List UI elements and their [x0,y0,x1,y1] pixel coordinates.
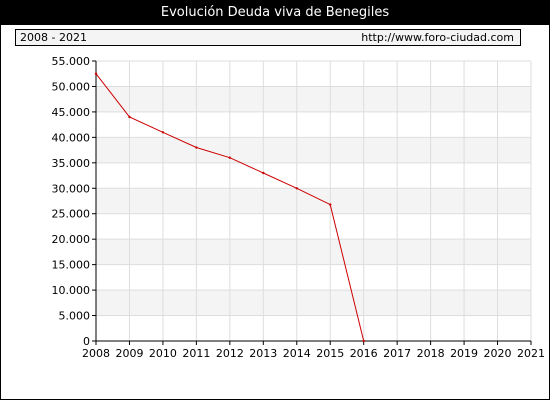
data-point [329,203,332,206]
axes [92,60,532,345]
y-tick-label: 40.000 [52,131,91,144]
background-bands [96,86,531,316]
data-point [195,146,198,149]
grid-band [96,239,531,265]
x-tick-label: 2008 [82,347,110,360]
x-tick-label: 2010 [149,347,177,360]
data-point [161,131,165,134]
y-tick-label: 15.000 [52,259,91,272]
y-tick-label: 25.000 [52,208,91,221]
x-tick-label: 2014 [283,347,311,360]
x-tick-label: 2013 [249,347,277,360]
x-tick-label: 2017 [383,347,411,360]
y-tick-label: 10.000 [52,284,91,297]
data-point [295,187,298,190]
y-tick-label: 5.000 [59,310,91,323]
x-tick-label: 2021 [517,347,545,360]
x-tick-label: 2012 [216,347,244,360]
data-point [262,171,265,175]
series-layer [94,72,365,343]
data-point [362,339,365,343]
y-tick-label: 45.000 [52,106,91,119]
y-tick-label: 0 [83,335,90,348]
y-tick-label: 30.000 [52,182,91,195]
x-tick-label: 2009 [115,347,143,360]
source-link[interactable]: http://www.foro-ciudad.com [361,31,514,44]
info-box: 2008 - 2021 http://www.foro-ciudad.com [15,29,521,46]
grid-band [96,86,531,112]
x-tick-label: 2016 [350,347,378,360]
y-tick-label: 35.000 [52,157,91,170]
x-tick-label: 2018 [417,347,445,360]
x-tick-label: 2011 [182,347,210,360]
y-tick-label: 20.000 [52,233,91,246]
grid-band [96,290,531,316]
y-tick-label: 50.000 [52,80,91,93]
y-tick-label: 55.000 [52,55,91,68]
x-axis-tick-labels: 2008 2009 2010 2011 2012 2013 2014 2015 2016 2017… [82,347,545,360]
x-tick-label: 2020 [484,347,512,360]
grid-band [96,188,531,214]
data-point [228,156,232,159]
data-point [128,115,131,119]
grid-band [96,137,531,163]
period-label: 2008 - 2021 [20,31,87,44]
chart-title: Evolución Deuda viva de Benegiles [1,1,549,25]
x-tick-label: 2019 [450,347,478,360]
data-point [94,72,98,75]
y-axis-tick-labels: 0 5.000 10.000 15.000 20.000 25.000 30.000 35.0… [52,55,91,348]
x-tick-label: 2015 [316,347,344,360]
